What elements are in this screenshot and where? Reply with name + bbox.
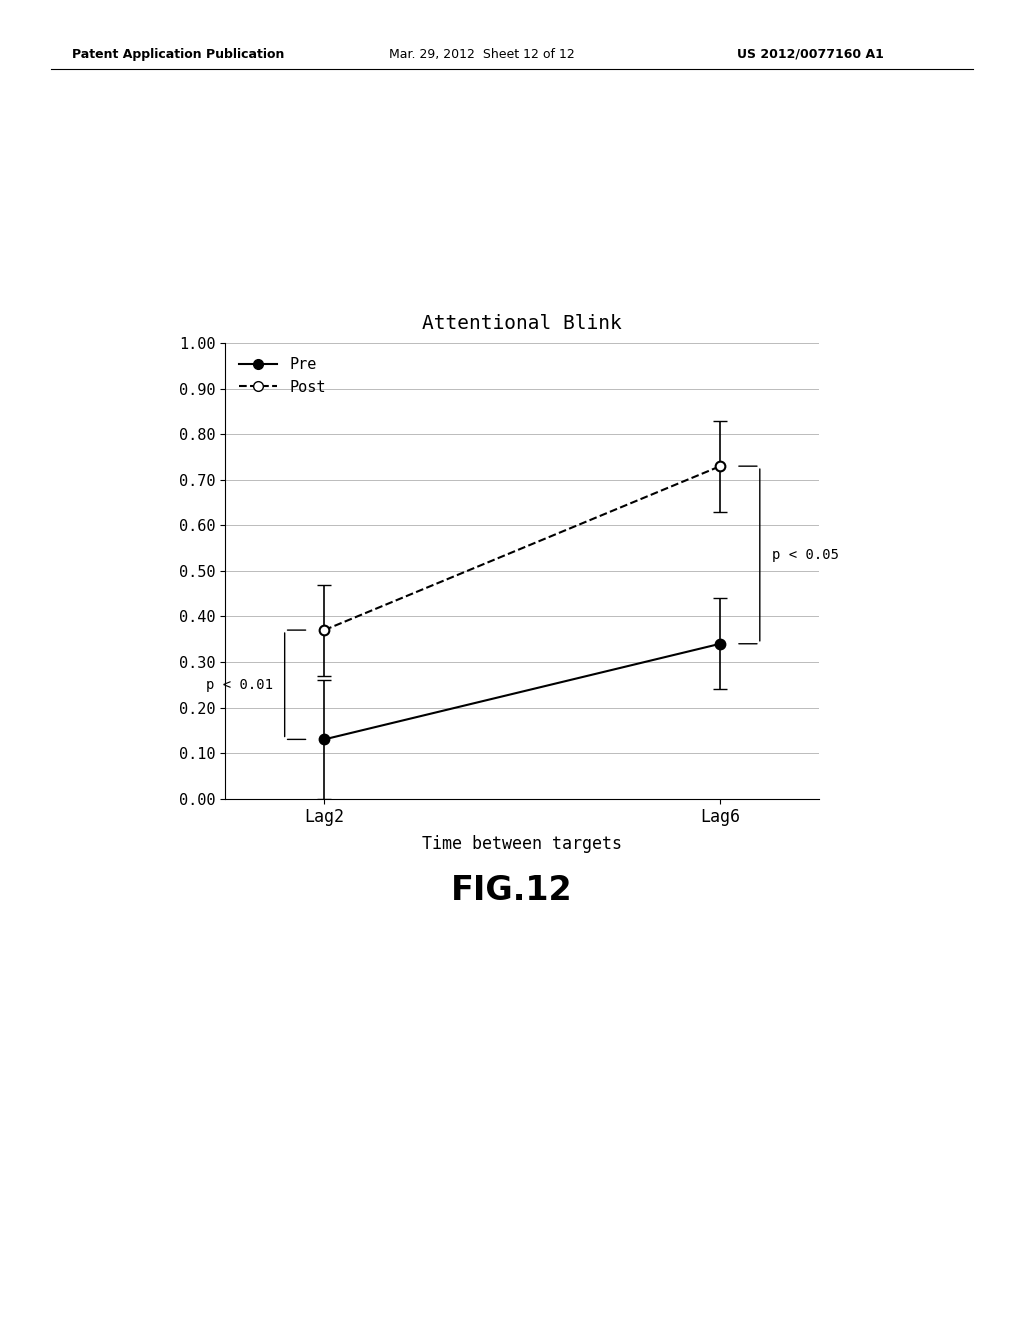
Text: p < 0.01: p < 0.01 xyxy=(206,677,272,692)
Text: Patent Application Publication: Patent Application Publication xyxy=(72,48,284,61)
Legend: Pre, Post: Pre, Post xyxy=(232,351,332,401)
X-axis label: Time between targets: Time between targets xyxy=(422,834,623,853)
Text: p < 0.05: p < 0.05 xyxy=(772,548,839,562)
Text: US 2012/0077160 A1: US 2012/0077160 A1 xyxy=(737,48,884,61)
Title: Attentional Blink: Attentional Blink xyxy=(422,314,623,334)
Text: FIG.12: FIG.12 xyxy=(452,874,572,908)
Text: Mar. 29, 2012  Sheet 12 of 12: Mar. 29, 2012 Sheet 12 of 12 xyxy=(389,48,574,61)
